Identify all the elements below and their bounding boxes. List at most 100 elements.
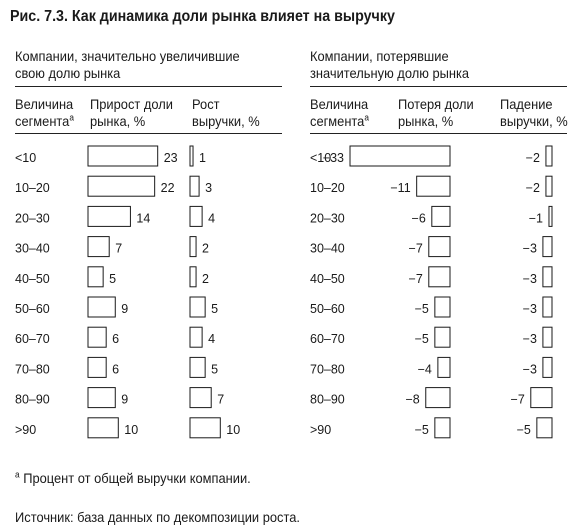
rev-decline-value-label: −5 [517, 423, 531, 437]
left-category-label: 20–30 [15, 211, 50, 225]
segment-header-line1: Величина [15, 96, 74, 112]
right-category-label: 80–90 [310, 393, 345, 407]
share-gain-value-label: 6 [112, 332, 119, 346]
share-gain-value-label: 7 [115, 242, 122, 256]
rev-growth-bar [189, 356, 206, 378]
rev-growth-bar [189, 296, 206, 318]
share-loss-value-label: −7 [409, 272, 423, 286]
share-gain-bar [87, 326, 107, 348]
segment-header-line2: сегмента [310, 113, 365, 129]
rev-growth-value-label: 5 [211, 362, 218, 376]
right-category-label: 20–30 [310, 211, 345, 225]
rev-growth-bar [189, 175, 200, 197]
rev-growth-bar [189, 326, 203, 348]
rev-growth-header-line1: Рост [192, 96, 220, 112]
right-segment-header: Величина сегментаа [310, 96, 369, 130]
rev-decline-header-line2: выручки, % [500, 113, 568, 129]
share-loss-value-label: −6 [412, 211, 426, 225]
right-category-label: 30–40 [310, 242, 345, 256]
footnote-mark: а [15, 469, 20, 480]
right-category-label: 50–60 [310, 302, 345, 316]
segment-footnote-mark: а [364, 112, 369, 123]
right-group-title-line1: Компании, потерявшие [310, 48, 449, 64]
rev-growth-header-line2: выручки, % [192, 113, 260, 129]
left-group-title: Компании, значительно увеличившие свою д… [15, 48, 240, 82]
right-category-label: >90 [310, 423, 331, 437]
share-loss-bar [428, 236, 451, 258]
left-group-rule [15, 86, 282, 87]
rev-decline-bar [545, 145, 553, 167]
right-category-label: 40–50 [310, 272, 345, 286]
rev-growth-value-label: 2 [202, 242, 209, 256]
segment-header-line2: сегмента [15, 113, 70, 129]
left-category-label: <10 [15, 151, 36, 165]
rev-growth-bar [189, 266, 197, 288]
figure-title: Рис. 7.3. Как динамика доли рынка влияет… [10, 8, 395, 25]
rev-growth-bar [189, 387, 212, 409]
left-group-title-line1: Компании, значительно увеличившие [15, 48, 240, 64]
rev-decline-value-label: −2 [526, 181, 540, 195]
share-gain-value-label: 9 [121, 302, 128, 316]
left-category-label: 60–70 [15, 332, 50, 346]
share-loss-bar [431, 205, 451, 227]
right-category-label: 70–80 [310, 362, 345, 376]
share-loss-value-label: −33 [323, 151, 344, 165]
rev-decline-bar [536, 417, 553, 439]
footnote-text: Процент от общей выручки компании. [23, 470, 251, 486]
share-gain-bar [87, 417, 119, 439]
share-loss-bar [434, 417, 451, 439]
left-header-rule [15, 133, 282, 134]
share-loss-header: Потеря доли рынка, % [398, 96, 474, 130]
rev-growth-value-label: 4 [208, 332, 215, 346]
left-category-label: 10–20 [15, 181, 50, 195]
rev-growth-value-label: 2 [202, 272, 209, 286]
rev-decline-bar [542, 296, 553, 318]
segment-footnote-mark: а [69, 112, 74, 123]
share-loss-value-label: −7 [409, 242, 423, 256]
rev-decline-value-label: −2 [526, 151, 540, 165]
rev-growth-bar [189, 205, 203, 227]
share-gain-bar [87, 145, 159, 167]
left-category-label: 80–90 [15, 393, 50, 407]
segment-header-line1: Величина [310, 96, 369, 112]
rev-decline-bar [542, 356, 553, 378]
share-loss-header-line2: рынка, % [398, 113, 454, 129]
rev-decline-bar [530, 387, 553, 409]
rev-growth-value-label: 3 [205, 181, 212, 195]
left-category-label: 40–50 [15, 272, 50, 286]
share-loss-bar [434, 296, 451, 318]
rev-growth-bar [189, 145, 194, 167]
rev-decline-value-label: −3 [523, 302, 537, 316]
share-loss-bar [437, 356, 451, 378]
share-loss-header-line1: Потеря доли [398, 96, 474, 112]
share-gain-bar [87, 356, 107, 378]
share-loss-value-label: −8 [405, 393, 419, 407]
left-category-label: >90 [15, 423, 36, 437]
right-category-label: 10–20 [310, 181, 345, 195]
rev-growth-value-label: 1 [199, 151, 206, 165]
left-category-label: 50–60 [15, 302, 50, 316]
rev-growth-value-label: 7 [217, 393, 224, 407]
share-gain-bar [87, 266, 104, 288]
left-category-label: 30–40 [15, 242, 50, 256]
share-loss-bar [416, 175, 451, 197]
share-loss-bar [428, 266, 451, 288]
right-group-rule [310, 86, 567, 87]
share-loss-bar [434, 326, 451, 348]
right-category-label: 60–70 [310, 332, 345, 346]
left-group-title-line2: свою долю рынка [15, 65, 121, 81]
rev-decline-bar [548, 205, 553, 227]
right-group-title-line2: значительную долю рынка [310, 65, 470, 81]
share-gain-bar [87, 387, 116, 409]
rev-decline-header: Падение выручки, % [500, 96, 568, 130]
share-gain-value-label: 5 [109, 272, 116, 286]
share-gain-header: Прирост доли рынка, % [90, 96, 173, 130]
rev-decline-value-label: −3 [523, 362, 537, 376]
share-gain-value-label: 9 [121, 393, 128, 407]
share-gain-bar [87, 236, 110, 258]
source-note: Источник: база данных по декомпозиции ро… [15, 509, 300, 525]
rev-decline-value-label: −1 [529, 211, 543, 225]
right-category-label: <10 [310, 151, 331, 165]
rev-decline-bar [542, 236, 553, 258]
share-gain-value-label: 23 [164, 151, 178, 165]
